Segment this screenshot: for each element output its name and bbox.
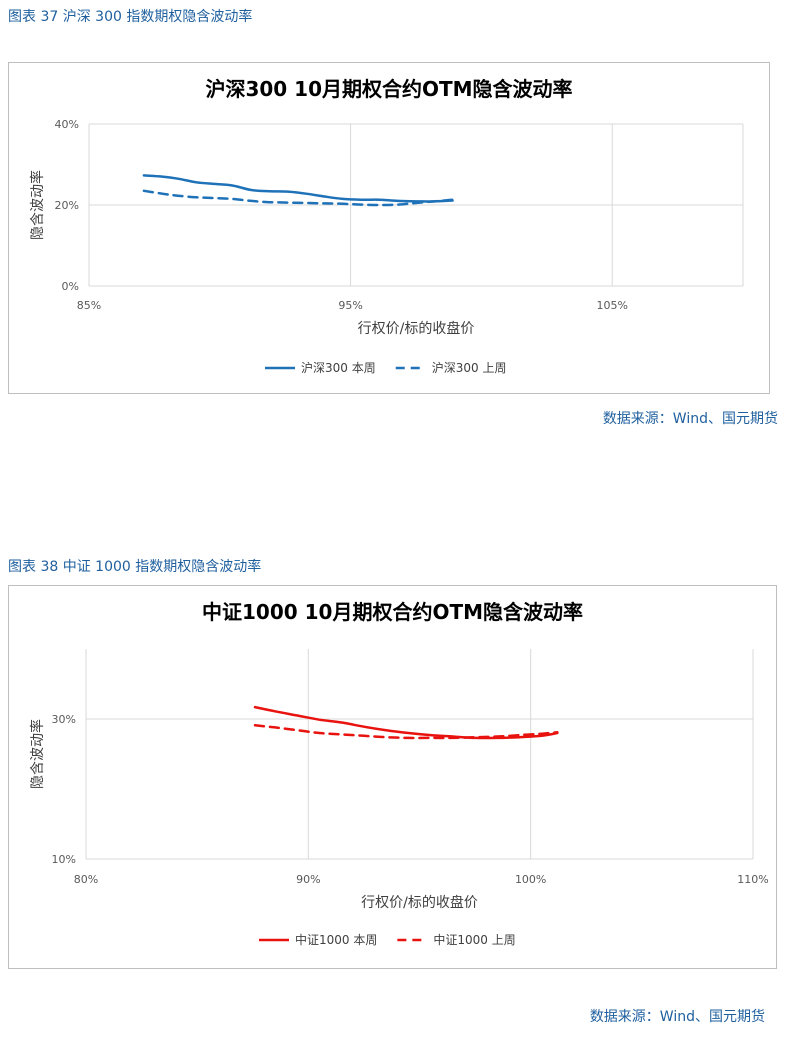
- hs300-x-tick-label: 105%: [596, 299, 627, 312]
- hs300-y-tick-label: 0%: [62, 280, 79, 293]
- csi1000-series-line-last-week: [253, 724, 559, 740]
- hs300-chart-box: 沪深300 10月期权合约OTM隐含波动率 0% 20% 40% 85% 95% 105% 行…: [8, 62, 770, 394]
- csi1000-y-tick-label: 10%: [52, 853, 76, 866]
- figure-37-caption: 图表 37 沪深 300 指数期权隐含波动率: [8, 9, 253, 25]
- csi1000-legend-label-last-week: 中证1000 上周: [433, 932, 515, 947]
- hs300-y-axis-title: 隐含波动率: [29, 170, 46, 240]
- hs300-x-tick-label: 95%: [338, 299, 362, 312]
- csi1000-y-axis-title: 隐含波动率: [29, 719, 46, 789]
- hs300-legend-label-last-week: 沪深300 上周: [432, 361, 507, 375]
- csi1000-chart-title: 中证1000 10月期权合约OTM隐含波动率: [202, 600, 583, 624]
- csi1000-x-axis-title: 行权价/标的收盘价: [361, 894, 478, 911]
- hs300-chart-title: 沪深300 10月期权合约OTM隐含波动率: [205, 77, 572, 101]
- hs300-legend-label-this-week: 沪深300 本周: [301, 361, 376, 375]
- hs300-iv-chart: 沪深300 10月期权合约OTM隐含波动率 0% 20% 40% 85% 95% 105% 行…: [29, 77, 744, 375]
- csi1000-x-tick-label: 110%: [737, 873, 768, 886]
- figure-38-source: 数据来源：Wind、国元期货: [589, 1009, 765, 1025]
- figure-38-caption: 图表 38 中证 1000 指数期权隐含波动率: [8, 559, 262, 575]
- hs300-series-line-last-week: [142, 189, 454, 207]
- hs300-y-tick-label: 40%: [55, 118, 79, 131]
- figure-37-source: 数据来源：Wind、国元期货: [602, 411, 778, 427]
- csi1000-y-tick-label: 30%: [52, 713, 76, 726]
- csi1000-legend-label-this-week: 中证1000 本周: [295, 932, 377, 947]
- csi1000-x-tick-label: 80%: [74, 873, 98, 886]
- csi1000-iv-chart: 中证1000 10月期权合约OTM隐含波动率 10% 30% 80% 90% 100% 11…: [29, 600, 769, 947]
- csi1000-chart-box: 中证1000 10月期权合约OTM隐含波动率 10% 30% 80% 90% 100% 11…: [8, 585, 777, 969]
- csi1000-series-line-this-week: [253, 705, 559, 740]
- csi1000-x-tick-label: 90%: [296, 873, 320, 886]
- hs300-x-axis-title: 行权价/标的收盘价: [358, 320, 475, 337]
- hs300-series-line-this-week: [142, 174, 454, 203]
- hs300-x-tick-label: 85%: [77, 299, 101, 312]
- csi1000-x-tick-label: 100%: [515, 873, 546, 886]
- hs300-y-tick-label: 20%: [55, 199, 79, 212]
